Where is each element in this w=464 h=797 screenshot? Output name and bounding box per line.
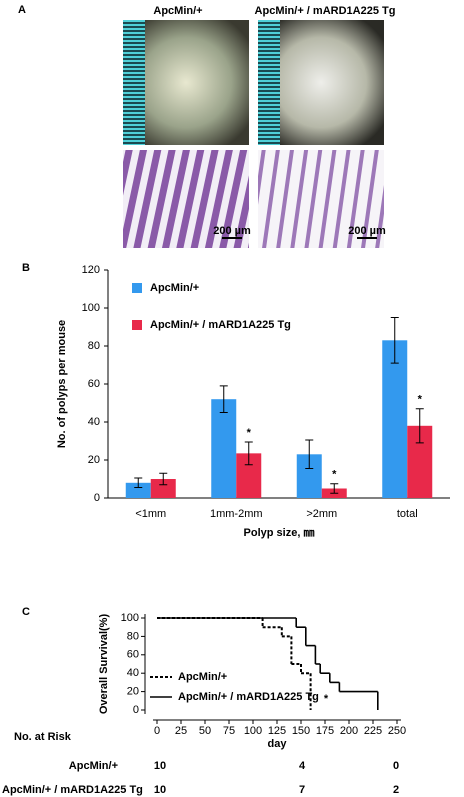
x-tick-label: 50 [199,725,211,737]
risk-value: 10 [154,760,166,772]
ruler [258,20,280,145]
panel-label: A [18,4,26,16]
y-tick-label: 20 [88,454,100,466]
x-axis-label: day [268,738,288,750]
error-bar [134,477,143,489]
y-tick-label: 80 [127,630,139,642]
risk-value: 2 [393,784,399,796]
risk-value: 4 [299,760,306,772]
legend-swatch [132,320,142,330]
x-tick-label: 175 [316,725,334,737]
legend-label: ApcMin/+ [178,671,227,683]
y-tick-label: 40 [88,416,100,428]
x-tick-label: total [397,508,418,520]
column-title: ApcMin/+ [153,5,202,17]
y-tick-label: 120 [82,264,100,276]
bar [125,482,151,498]
x-tick-label: 150 [292,725,310,737]
x-tick-label: 125 [268,725,286,737]
scale-label: 200 µm [348,225,386,237]
y-tick-label: 0 [94,492,100,504]
risk-value: 0 [393,760,399,772]
x-tick-label: 0 [154,725,160,737]
risk-title: No. at Risk [14,731,72,743]
risk-row-label: ApcMin/+ [69,760,118,772]
ruler [123,20,145,145]
panel-label: B [22,262,30,274]
y-axis-label: Overall Survival(%) [98,614,110,715]
bar [150,479,176,498]
x-tick-label: 225 [364,725,382,737]
scale-label: 200 µm [213,225,251,237]
error-bar [390,317,399,364]
x-tick-label: 1mm-2mm [210,508,263,520]
x-tick-label: 25 [175,725,187,737]
significance: * [324,693,329,705]
histology [258,150,384,248]
x-tick-label: 250 [388,725,406,737]
error-bar [330,483,339,494]
x-tick-label: <1mm [135,508,166,520]
x-tick-label: 200 [340,725,358,737]
legend-label: ApcMin/+ / mARD1A225 Tg [178,691,319,703]
y-tick-label: 100 [121,612,139,624]
bar [211,399,237,498]
x-tick-label: >2mm [306,508,337,520]
risk-row-label: ApcMin/+ / mARD1A225 Tg [2,784,143,796]
y-tick-label: 60 [88,378,100,390]
significance: * [418,394,423,406]
risk-value: 7 [299,784,305,796]
y-axis-label: No. of polyps per mouse [56,320,68,448]
histology [123,150,249,248]
error-bar [415,408,424,444]
legend-swatch [132,283,142,293]
x-tick-label: 100 [244,725,262,737]
y-tick-label: 40 [127,667,139,679]
error-bar [159,472,168,486]
error-bar [219,385,228,413]
y-tick-label: 100 [82,302,100,314]
x-tick-label: 75 [223,725,235,737]
y-tick-label: 20 [127,686,139,698]
bar [382,340,408,498]
y-tick-label: 80 [88,340,100,352]
error-bar [305,439,314,470]
x-axis-label: Polyp size, ㎜ [244,527,315,539]
error-bar [244,441,253,466]
y-tick-label: 0 [133,704,139,716]
panel-label: C [22,606,30,618]
legend-label: ApcMin/+ [150,282,199,294]
significance: * [247,427,252,439]
column-title: ApcMin/+ / mARD1A225 Tg [255,5,396,17]
significance: * [332,469,337,481]
risk-value: 10 [154,784,166,796]
image-grid [123,20,384,248]
legend-label: ApcMin/+ / mARD1A225 Tg [150,319,291,331]
y-tick-label: 60 [127,649,139,661]
